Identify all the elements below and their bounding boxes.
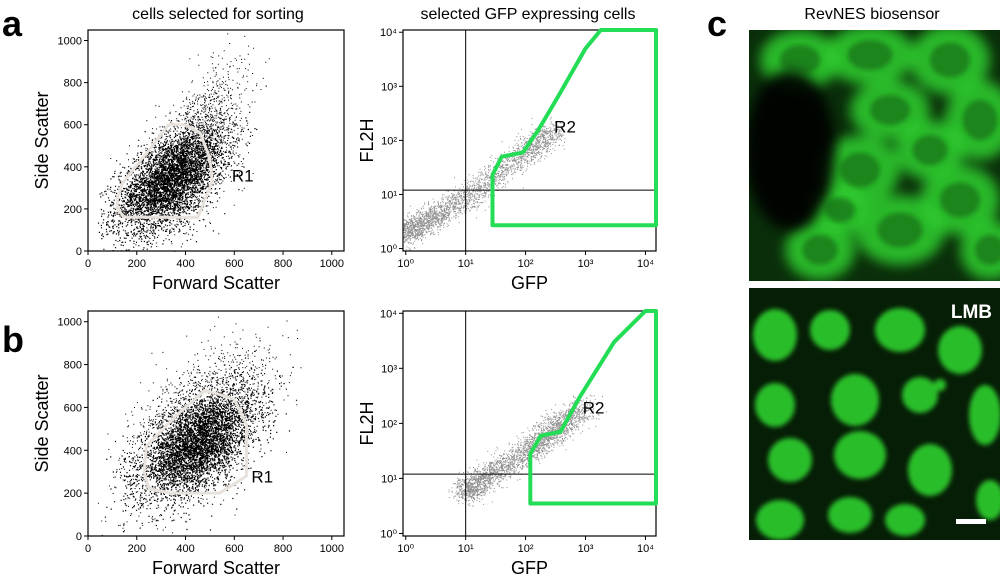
title-micro: RevNES biosensor (804, 6, 940, 23)
x-axis-label: Forward Scatter (152, 558, 280, 578)
plot-a-scatter: R1 0 200 400 600 800 1000 0 200 400 600 800 1000 Forw… (32, 29, 345, 293)
dot-cloud (448, 394, 608, 507)
y-tick-label: 10⁰ (380, 528, 397, 540)
panel-letter-b: b (2, 319, 24, 360)
plot-b-gfp: R2 10⁰ 10¹ 10² 10³ 10⁴ 10⁰ 10¹ 10² 10³ 10⁴ GFP FL2H (357, 308, 658, 578)
x-tick-label: 1000 (320, 258, 344, 270)
x-tick-label: 600 (225, 543, 243, 555)
x-tick-label: 200 (128, 543, 146, 555)
y-axis-label: FL2H (357, 118, 377, 162)
dot-cloud (403, 116, 571, 251)
plot-frame (87, 310, 345, 537)
gate-label: R2 (554, 117, 576, 136)
x-tick-label: 10⁰ (397, 258, 414, 270)
x-tick-label: 10³ (578, 543, 594, 555)
y-tick-label: 10³ (381, 363, 397, 375)
y-axis-label: Side Scatter (32, 374, 52, 472)
y-tick-label: 10² (381, 135, 397, 147)
lmb-label: LMB (951, 302, 992, 323)
x-tick-label: 0 (85, 258, 91, 270)
panel-letter-a: a (2, 3, 23, 44)
gate-label: R2 (583, 399, 605, 418)
x-tick-label: 600 (225, 258, 243, 270)
y-tick-label: 10⁴ (380, 308, 397, 320)
x-tick-label: 1000 (320, 543, 344, 555)
x-tick-label: 10³ (578, 258, 594, 270)
micro-image-untreated (749, 30, 1000, 281)
y-tick-label: 600 (64, 402, 82, 414)
y-axis-label: FL2H (357, 401, 377, 445)
y-tick-label: 1000 (58, 36, 82, 48)
x-axis-label: Forward Scatter (152, 273, 280, 293)
data-points (97, 33, 270, 252)
x-tick-label: 400 (176, 258, 194, 270)
y-tick-label: 600 (64, 120, 82, 132)
x-tick-label: 800 (274, 543, 292, 555)
plot-frame (87, 29, 345, 252)
scale-bar (956, 519, 986, 524)
micro-image-lmb (749, 288, 1000, 540)
data-points (403, 116, 571, 251)
x-tick-label: 10⁴ (637, 543, 654, 555)
data-points (448, 394, 608, 507)
y-tick-label: 0 (76, 246, 82, 258)
x-tick-label: 0 (85, 543, 91, 555)
plot-b-scatter: R1 0 200 400 600 800 1000 0 200 400 600 800 1000 Forw… (32, 310, 345, 578)
x-tick-label: 10¹ (458, 258, 474, 270)
x-tick-label: 10² (518, 543, 534, 555)
x-axis-label: GFP (511, 558, 548, 578)
y-tick-label: 400 (64, 445, 82, 457)
y-tick-label: 1000 (58, 317, 82, 329)
x-tick-label: 10⁴ (637, 258, 654, 270)
y-tick-label: 200 (64, 488, 82, 500)
y-tick-label: 200 (64, 204, 82, 216)
data-points (97, 316, 302, 536)
gate-r2 (490, 28, 658, 228)
x-axis-label: GFP (511, 273, 548, 293)
x-tick-label: 800 (274, 258, 292, 270)
gate-r1 (142, 388, 248, 495)
dot-cloud (97, 316, 302, 536)
gate-label: R1 (251, 467, 273, 486)
plot-a-gfp: R2 10⁰ 10¹ 10² 10³ 10⁴ 10⁰ 10¹ 10² 10³ 10⁴ GFP FL2H (357, 27, 658, 293)
y-tick-label: 800 (64, 360, 82, 372)
x-tick-label: 10² (518, 258, 534, 270)
y-tick-label: 10⁰ (380, 244, 397, 256)
y-tick-label: 800 (64, 78, 82, 90)
y-axis-label: Side Scatter (32, 91, 52, 189)
y-tick-label: 10³ (381, 81, 397, 93)
y-tick-label: 10¹ (381, 473, 397, 485)
title-gfp: selected GFP expressing cells (421, 6, 636, 23)
panel-letter-c: c (707, 3, 727, 44)
x-tick-label: 10¹ (458, 543, 474, 555)
y-tick-label: 10¹ (381, 189, 397, 201)
title-scatter: cells selected for sorting (132, 6, 304, 23)
x-tick-label: 200 (128, 258, 146, 270)
x-tick-label: 400 (176, 543, 194, 555)
gate-r2 (528, 309, 658, 506)
gate-r1 (115, 123, 214, 219)
gate-label: R1 (232, 167, 254, 186)
y-tick-label: 0 (76, 531, 82, 543)
x-tick-label: 10⁰ (397, 543, 414, 555)
y-tick-label: 400 (64, 162, 82, 174)
y-tick-label: 10² (381, 418, 397, 430)
y-tick-label: 10⁴ (380, 27, 397, 39)
dot-cloud (97, 33, 270, 252)
